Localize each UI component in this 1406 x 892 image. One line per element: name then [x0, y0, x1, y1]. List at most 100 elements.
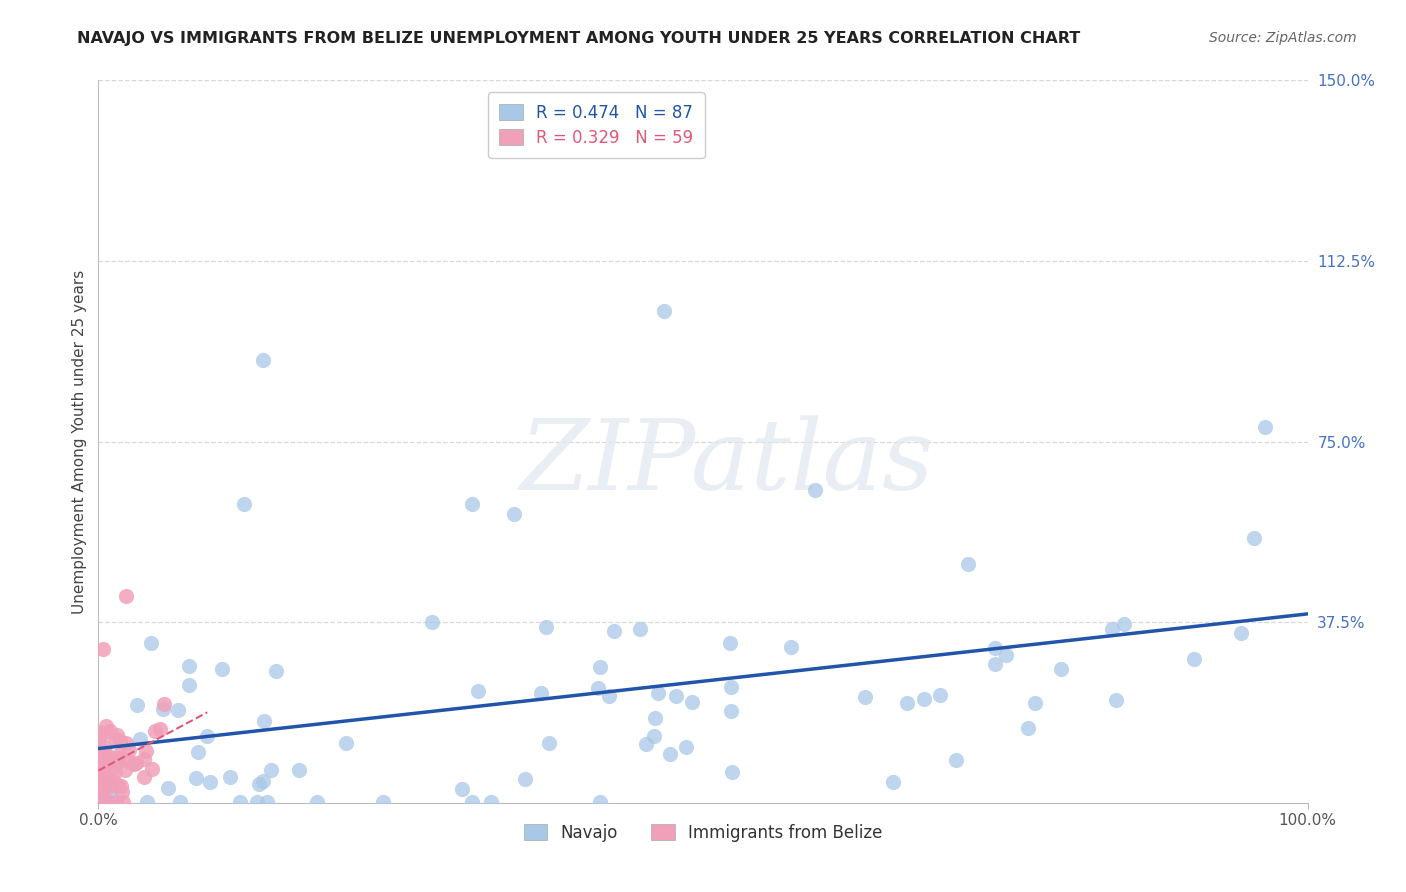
- Point: [536, 620, 558, 634]
- Point: [98, 763, 121, 777]
- Point: [125, 756, 148, 771]
- Point: [675, 739, 697, 754]
- Point: [994, 648, 1017, 662]
- Point: [804, 483, 827, 497]
- Y-axis label: Unemployment Among Youth under 25 years: Unemployment Among Youth under 25 years: [72, 269, 87, 614]
- Point: [143, 723, 166, 738]
- Point: [718, 635, 741, 649]
- Point: [152, 702, 174, 716]
- Point: [93, 740, 115, 755]
- Point: [855, 690, 877, 705]
- Point: [156, 780, 179, 795]
- Point: [96, 748, 118, 763]
- Point: [233, 497, 256, 511]
- Point: [305, 795, 328, 809]
- Point: [256, 795, 278, 809]
- Point: [1101, 622, 1123, 636]
- Point: [179, 678, 201, 692]
- Point: [1184, 652, 1206, 666]
- Point: [93, 795, 115, 809]
- Point: [89, 730, 111, 744]
- Point: [91, 745, 114, 759]
- Point: [105, 795, 128, 809]
- Point: [537, 736, 560, 750]
- Text: NAVAJO VS IMMIGRANTS FROM BELIZE UNEMPLOYMENT AMONG YOUTH UNDER 25 YEARS CORRELA: NAVAJO VS IMMIGRANTS FROM BELIZE UNEMPLO…: [77, 31, 1081, 46]
- Point: [882, 775, 904, 789]
- Point: [94, 769, 117, 783]
- Point: [93, 774, 115, 789]
- Point: [1017, 722, 1039, 736]
- Point: [721, 764, 744, 779]
- Point: [252, 352, 274, 367]
- Point: [167, 703, 190, 717]
- Point: [467, 684, 489, 698]
- Point: [118, 755, 141, 769]
- Point: [634, 737, 657, 751]
- Point: [89, 761, 111, 775]
- Point: [100, 795, 122, 809]
- Point: [114, 736, 136, 750]
- Point: [246, 795, 269, 809]
- Point: [105, 728, 128, 742]
- Point: [643, 729, 665, 743]
- Point: [647, 685, 669, 699]
- Point: [589, 795, 612, 809]
- Point: [187, 745, 209, 759]
- Point: [652, 304, 675, 318]
- Point: [114, 589, 136, 603]
- Point: [1230, 626, 1253, 640]
- Point: [586, 681, 609, 695]
- Point: [93, 781, 115, 796]
- Point: [1243, 531, 1265, 545]
- Point: [114, 763, 136, 777]
- Point: [218, 770, 240, 784]
- Point: [984, 657, 1007, 672]
- Point: [89, 779, 111, 793]
- Point: [779, 640, 801, 655]
- Point: [89, 742, 111, 756]
- Point: [253, 714, 276, 728]
- Point: [94, 795, 117, 809]
- Point: [89, 788, 111, 802]
- Point: [93, 780, 115, 794]
- Point: [720, 704, 742, 718]
- Point: [89, 758, 111, 772]
- Point: [100, 778, 122, 792]
- Point: [132, 770, 155, 784]
- Point: [628, 623, 651, 637]
- Point: [127, 698, 149, 713]
- Point: [515, 772, 537, 786]
- Point: [89, 762, 111, 776]
- Point: [957, 558, 980, 572]
- Point: [211, 662, 233, 676]
- Point: [118, 743, 141, 757]
- Point: [335, 736, 357, 750]
- Point: [198, 774, 221, 789]
- Point: [658, 747, 681, 761]
- Point: [108, 733, 131, 747]
- Point: [89, 795, 111, 809]
- Point: [135, 744, 157, 758]
- Point: [681, 695, 703, 709]
- Point: [101, 792, 124, 806]
- Text: Source: ZipAtlas.com: Source: ZipAtlas.com: [1209, 31, 1357, 45]
- Point: [93, 770, 115, 784]
- Point: [720, 680, 742, 694]
- Point: [89, 795, 111, 809]
- Point: [112, 795, 135, 809]
- Point: [287, 763, 309, 777]
- Point: [107, 778, 129, 792]
- Point: [110, 779, 132, 793]
- Point: [129, 731, 152, 746]
- Point: [91, 773, 114, 788]
- Point: [101, 774, 124, 789]
- Point: [96, 794, 118, 808]
- Point: [149, 722, 172, 736]
- Point: [229, 795, 252, 809]
- Point: [264, 664, 287, 678]
- Point: [100, 780, 122, 794]
- Point: [260, 764, 283, 778]
- Point: [90, 726, 112, 740]
- Point: [420, 615, 443, 629]
- Point: [479, 795, 502, 809]
